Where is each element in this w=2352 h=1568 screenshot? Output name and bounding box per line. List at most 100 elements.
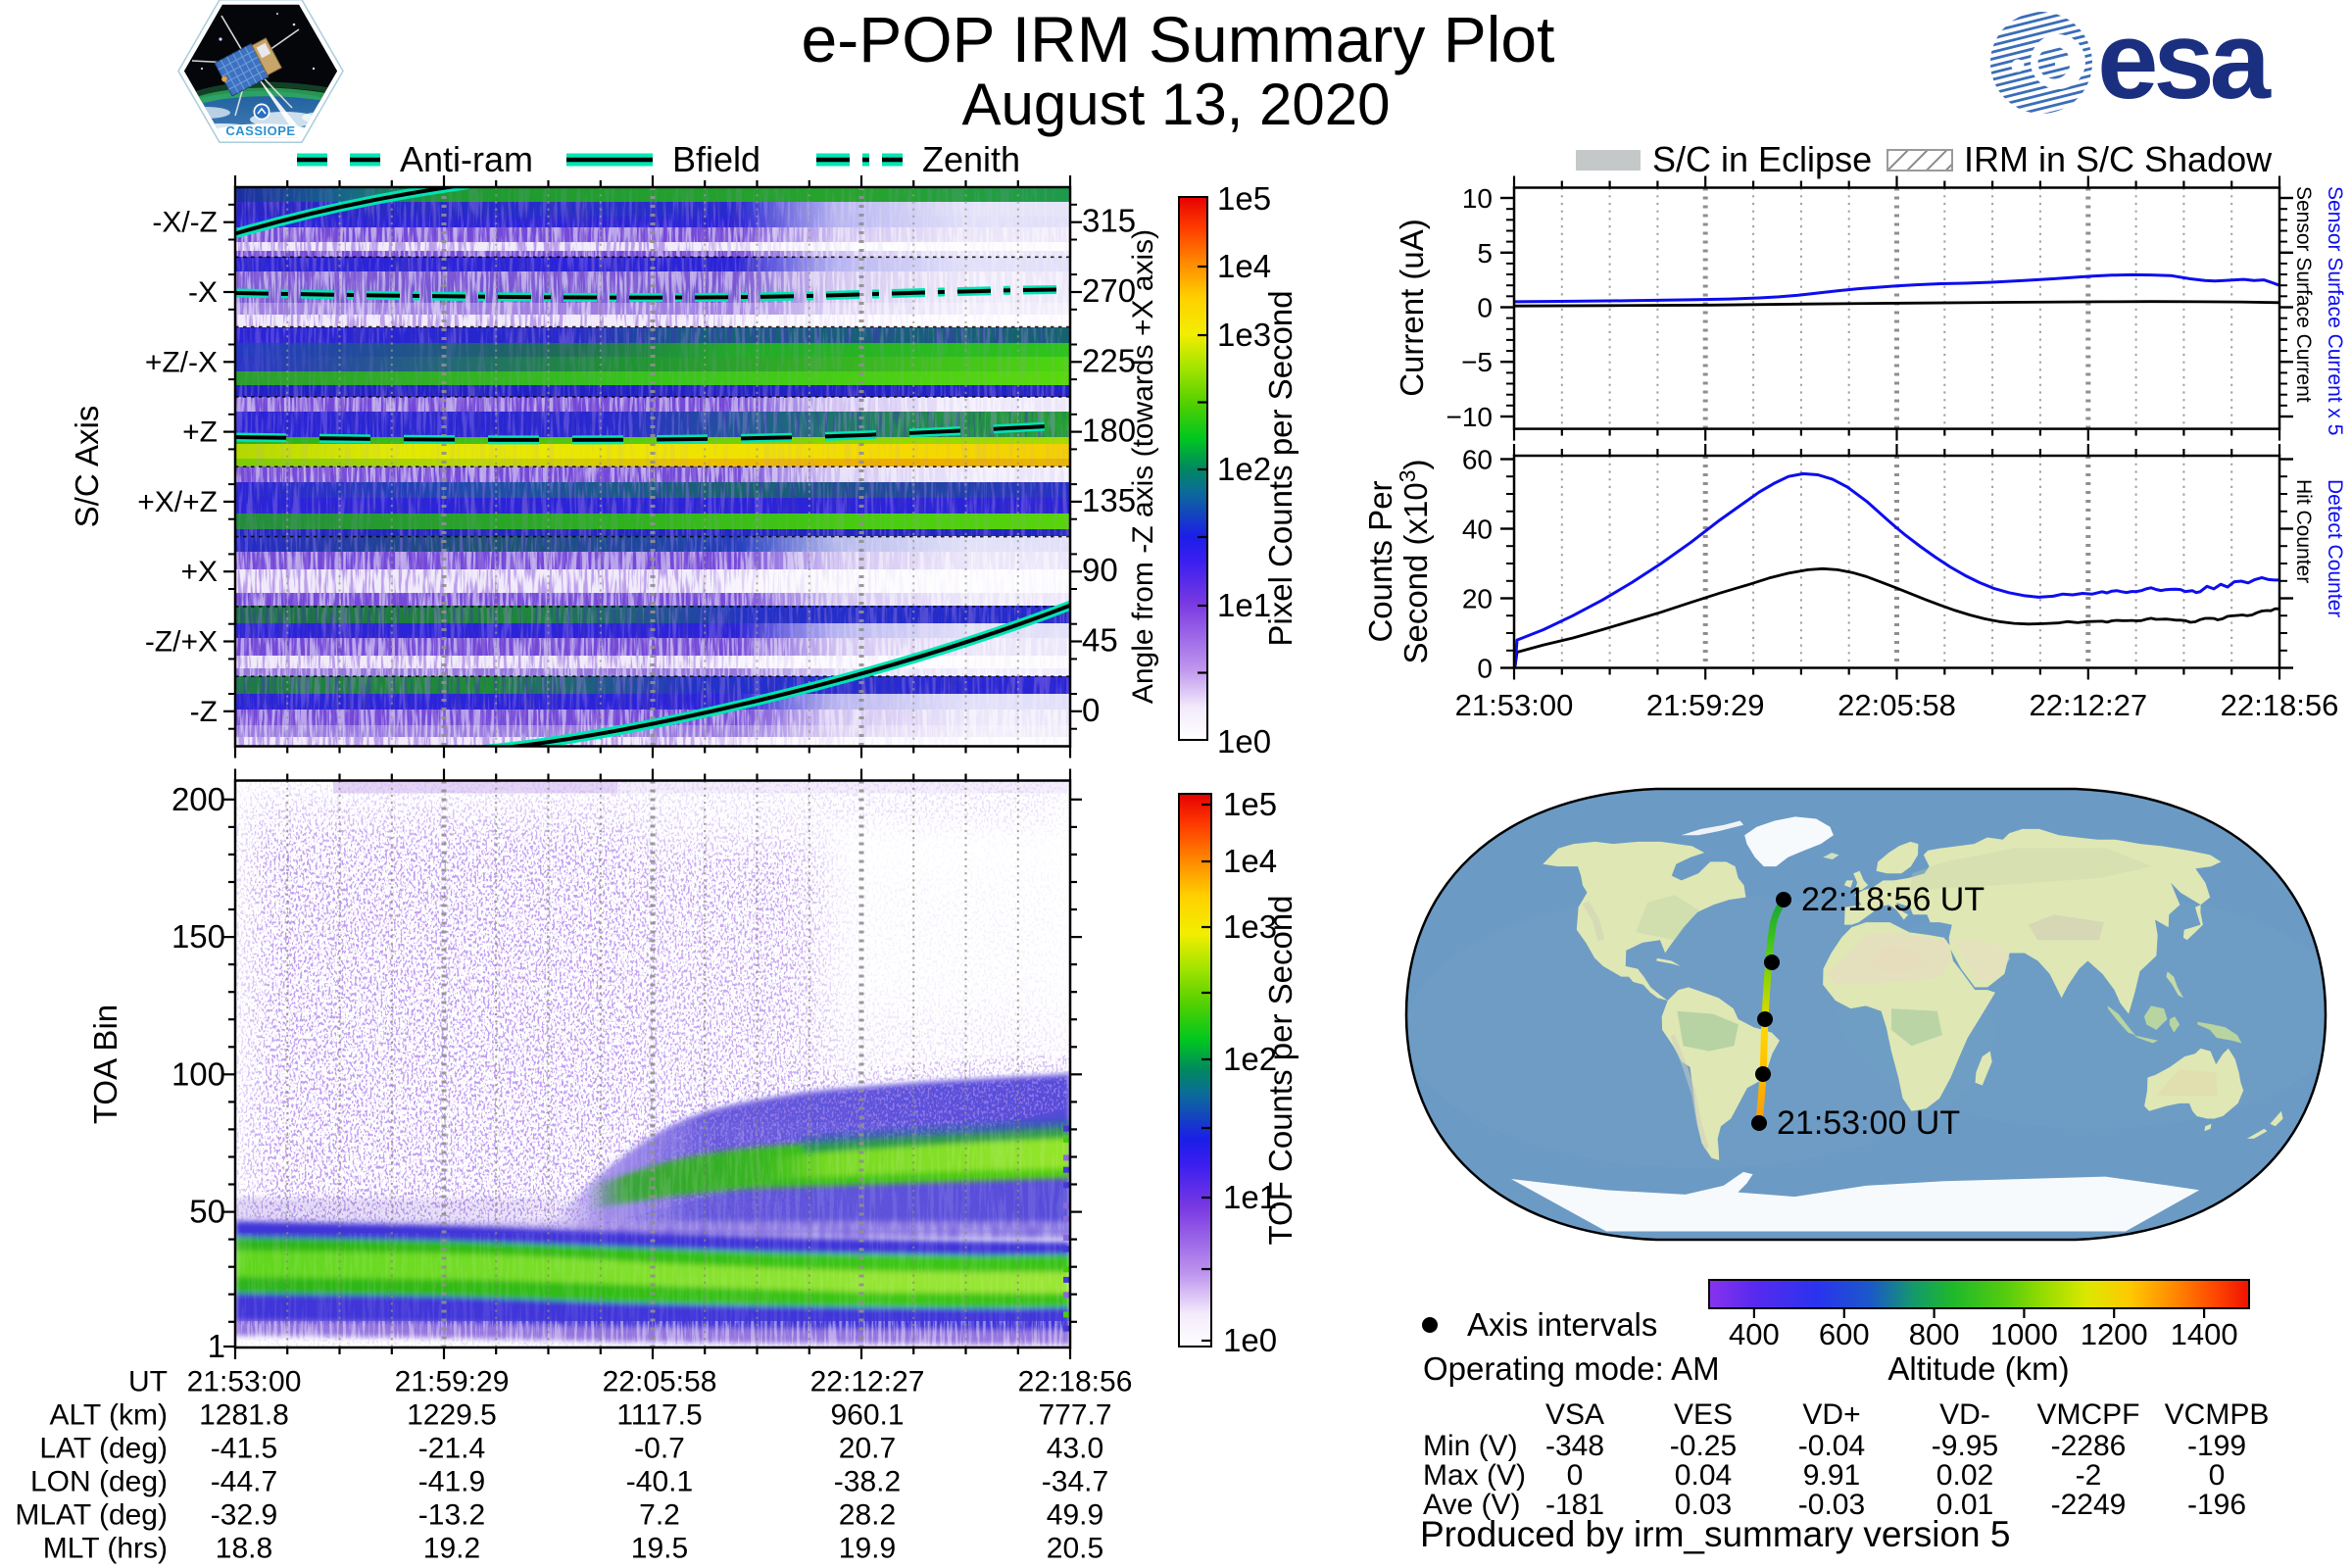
svg-text:1229.5: 1229.5 xyxy=(407,1399,497,1432)
svg-text:19.2: 19.2 xyxy=(423,1533,480,1565)
svg-text:TOA Bin: TOA Bin xyxy=(87,1004,123,1124)
svg-text:100: 100 xyxy=(172,1055,225,1092)
svg-text:Zenith: Zenith xyxy=(922,139,1020,179)
svg-text:270: 270 xyxy=(1082,272,1136,309)
svg-text:Min (V): Min (V) xyxy=(1423,1430,1518,1462)
svg-text:-38.2: -38.2 xyxy=(834,1466,901,1498)
svg-text:-41.9: -41.9 xyxy=(418,1466,485,1498)
svg-text:1e5: 1e5 xyxy=(1223,786,1277,822)
svg-text:-181: -181 xyxy=(1545,1489,1604,1521)
svg-text:60: 60 xyxy=(1462,445,1493,475)
svg-text:LAT (deg): LAT (deg) xyxy=(39,1433,168,1465)
svg-text:200: 200 xyxy=(172,781,225,817)
svg-text:1117.5: 1117.5 xyxy=(616,1399,702,1432)
svg-text:21:53:00: 21:53:00 xyxy=(1455,688,1574,722)
svg-text:+Z: +Z xyxy=(182,416,218,449)
svg-text:1200: 1200 xyxy=(2081,1317,2148,1351)
svg-text:225: 225 xyxy=(1082,342,1136,378)
svg-text:40: 40 xyxy=(1462,514,1493,545)
svg-text:Bfield: Bfield xyxy=(672,139,760,179)
svg-text:CASSIOPE: CASSIOPE xyxy=(225,123,295,138)
svg-text:VD-: VD- xyxy=(1939,1398,1990,1431)
svg-text:20: 20 xyxy=(1462,584,1493,614)
svg-text:VES: VES xyxy=(1674,1398,1733,1431)
svg-text:22:05:58: 22:05:58 xyxy=(1838,688,1956,722)
svg-text:Detect Counter: Detect Counter xyxy=(2324,479,2346,617)
svg-text:400: 400 xyxy=(1729,1317,1780,1351)
svg-text:21:53:00 UT: 21:53:00 UT xyxy=(1777,1104,1960,1142)
svg-text:180: 180 xyxy=(1082,413,1136,449)
svg-text:22:12:27: 22:12:27 xyxy=(2029,688,2147,722)
svg-text:1000: 1000 xyxy=(1990,1317,2058,1351)
svg-text:Hit Counter: Hit Counter xyxy=(2292,479,2315,583)
svg-text:1e0: 1e0 xyxy=(1223,1322,1277,1358)
svg-text:TOF Counts per Second: TOF Counts per Second xyxy=(1262,895,1298,1245)
svg-text:-0.04: -0.04 xyxy=(1798,1430,1865,1462)
svg-text:Operating mode: AM: Operating mode: AM xyxy=(1423,1350,1720,1387)
svg-text:1e4: 1e4 xyxy=(1223,843,1277,879)
svg-text:0.03: 0.03 xyxy=(1675,1489,1732,1521)
svg-text:Anti-ram: Anti-ram xyxy=(400,139,533,179)
svg-text:43.0: 43.0 xyxy=(1047,1433,1103,1465)
svg-text:Sensor Surface Current: Sensor Surface Current xyxy=(2292,186,2315,403)
svg-text:800: 800 xyxy=(1909,1317,1960,1351)
svg-text:Produced by irm_summary versio: Produced by irm_summary version 5 xyxy=(1420,1514,2011,1554)
svg-text:49.9: 49.9 xyxy=(1047,1499,1103,1532)
svg-text:5: 5 xyxy=(1477,238,1493,269)
svg-text:-44.7: -44.7 xyxy=(211,1466,277,1498)
svg-text:45: 45 xyxy=(1082,622,1118,659)
svg-text:Axis intervals: Axis intervals xyxy=(1467,1306,1657,1343)
svg-text:-41.5: -41.5 xyxy=(211,1433,277,1465)
svg-text:10: 10 xyxy=(1462,183,1493,214)
svg-text:+X/+Z: +X/+Z xyxy=(137,486,218,518)
svg-text:-0.03: -0.03 xyxy=(1798,1489,1865,1521)
svg-text:0: 0 xyxy=(1477,654,1493,684)
svg-text:135: 135 xyxy=(1082,482,1136,518)
svg-text:21:59:29: 21:59:29 xyxy=(395,1366,510,1398)
svg-text:-0.25: -0.25 xyxy=(1670,1430,1737,1462)
svg-text:1e1: 1e1 xyxy=(1223,1179,1277,1215)
svg-text:1: 1 xyxy=(208,1328,225,1364)
svg-text:MLT (hrs): MLT (hrs) xyxy=(43,1533,168,1565)
svg-text:1e3: 1e3 xyxy=(1223,908,1277,945)
svg-text:0: 0 xyxy=(1477,293,1493,323)
svg-text:−5: −5 xyxy=(1461,347,1493,377)
svg-text:Counts Per: Counts Per xyxy=(1362,480,1398,642)
svg-text:-32.9: -32.9 xyxy=(211,1499,277,1532)
svg-text:Pixel Counts per Second: Pixel Counts per Second xyxy=(1262,290,1298,646)
svg-text:VMCPF: VMCPF xyxy=(2037,1398,2140,1431)
svg-text:7.2: 7.2 xyxy=(639,1499,680,1532)
svg-text:315: 315 xyxy=(1082,203,1136,239)
svg-text:20.7: 20.7 xyxy=(839,1433,896,1465)
svg-text:August 13, 2020: August 13, 2020 xyxy=(961,72,1390,137)
svg-text:-2249: -2249 xyxy=(2051,1489,2127,1521)
svg-text:-40.1: -40.1 xyxy=(626,1466,693,1498)
svg-text:22:18:56 UT: 22:18:56 UT xyxy=(1801,881,1984,918)
svg-text:1e4: 1e4 xyxy=(1217,248,1271,284)
svg-text:1e3: 1e3 xyxy=(1217,317,1271,353)
svg-text:0.01: 0.01 xyxy=(1936,1489,1993,1521)
svg-text:-Z/+X: -Z/+X xyxy=(145,626,218,659)
svg-text:0: 0 xyxy=(1082,692,1100,728)
svg-text:22:18:56: 22:18:56 xyxy=(2221,688,2339,722)
svg-text:1e1: 1e1 xyxy=(1217,587,1271,623)
svg-text:S/C Axis: S/C Axis xyxy=(69,406,105,528)
svg-text:-199: -199 xyxy=(2187,1430,2246,1462)
svg-text:50: 50 xyxy=(189,1194,225,1230)
svg-text:Altitude (km): Altitude (km) xyxy=(1887,1350,2069,1387)
svg-text:Ave (V): Ave (V) xyxy=(1423,1489,1520,1521)
svg-text:-2286: -2286 xyxy=(2051,1430,2127,1462)
svg-text:777.7: 777.7 xyxy=(1038,1399,1111,1432)
svg-text:e-POP IRM Summary Plot: e-POP IRM Summary Plot xyxy=(802,3,1555,75)
svg-text:21:59:29: 21:59:29 xyxy=(1646,688,1765,722)
svg-text:0: 0 xyxy=(1567,1459,1584,1492)
svg-text:-196: -196 xyxy=(2187,1489,2246,1521)
svg-text:1e0: 1e0 xyxy=(1217,723,1271,760)
svg-text:-13.2: -13.2 xyxy=(418,1499,485,1532)
svg-text:LON (deg): LON (deg) xyxy=(30,1466,168,1498)
svg-text:9.91: 9.91 xyxy=(1803,1459,1860,1492)
svg-text:esa: esa xyxy=(2097,0,2272,122)
svg-text:+X: +X xyxy=(180,556,218,588)
svg-text:1e2: 1e2 xyxy=(1223,1041,1277,1077)
svg-text:S/C in Eclipse: S/C in Eclipse xyxy=(1652,139,1872,179)
